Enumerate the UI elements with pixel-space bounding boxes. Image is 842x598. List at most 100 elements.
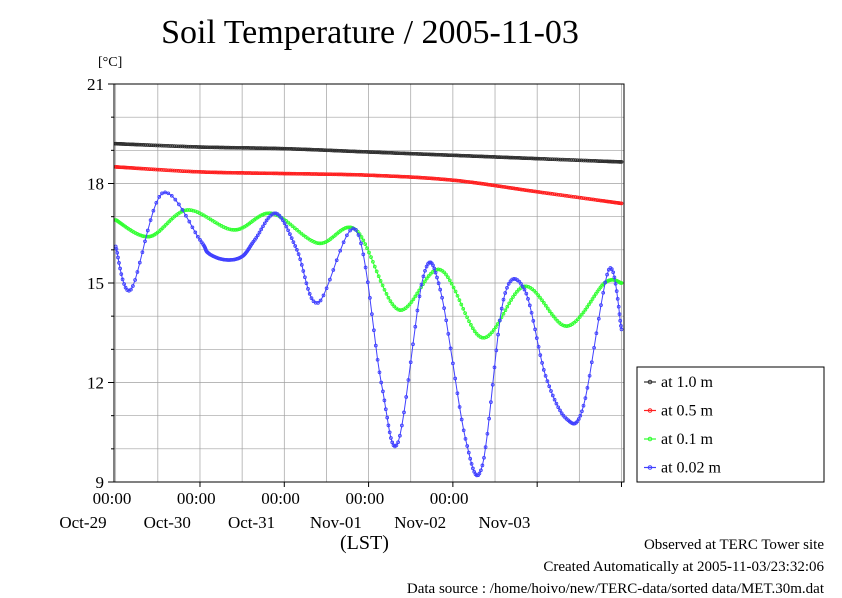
data-point: [176, 169, 181, 173]
data-point: [219, 145, 224, 150]
data-point: [548, 157, 553, 162]
data-point: [296, 147, 301, 151]
data-point: [312, 147, 317, 152]
data-point: [393, 174, 398, 179]
data-point: [501, 311, 506, 316]
data-point: [526, 188, 531, 193]
data-point: [149, 143, 154, 148]
data-point: [386, 174, 391, 178]
data-point: [273, 146, 278, 151]
data-point: [327, 148, 331, 153]
data-point: [345, 225, 350, 230]
data-point: [166, 144, 170, 148]
data-point: [196, 169, 201, 174]
data-point: [346, 172, 351, 177]
data-point: [116, 255, 120, 260]
data-point: [147, 167, 152, 171]
data-point: [388, 150, 392, 155]
data-point: [284, 171, 288, 176]
data-point: [433, 176, 437, 181]
data-point: [423, 279, 427, 284]
data-point: [290, 224, 295, 229]
data-point: [284, 146, 288, 151]
data-point: [382, 174, 387, 178]
data-point: [493, 325, 498, 329]
data-point: [585, 386, 590, 390]
data-point: [463, 179, 468, 184]
data-point: [533, 327, 537, 332]
data-point: [339, 172, 344, 177]
data-point: [329, 172, 333, 177]
data-point: [431, 152, 435, 157]
data-point: [313, 300, 318, 305]
data-point: [259, 227, 264, 232]
data-point: [597, 198, 601, 203]
data-point: [497, 155, 502, 159]
data-point: [424, 152, 428, 157]
data-point: [145, 143, 150, 147]
data-point: [395, 174, 400, 179]
data-point: [573, 158, 578, 162]
data-point: [123, 285, 128, 290]
data-point: [318, 172, 323, 176]
data-point: [155, 143, 160, 148]
data-point: [434, 152, 439, 157]
data-point: [447, 153, 452, 158]
data-point: [282, 221, 287, 226]
data-point: [569, 194, 574, 199]
data-point: [479, 154, 484, 159]
data-point: [235, 227, 240, 232]
data-point: [474, 331, 479, 336]
x-tick-date-label: Nov-01: [310, 513, 362, 532]
data-point: [336, 148, 340, 153]
data-point: [458, 153, 462, 158]
data-point: [612, 275, 617, 280]
data-point: [609, 267, 614, 271]
data-point: [469, 323, 473, 327]
data-point: [479, 181, 484, 186]
data-point: [350, 172, 355, 177]
data-point: [485, 182, 489, 187]
data-point: [336, 172, 340, 177]
data-point: [425, 152, 430, 157]
data-point: [365, 246, 369, 251]
data-point: [352, 172, 357, 177]
data-point: [373, 150, 378, 155]
data-point: [309, 147, 314, 152]
data-point: [372, 173, 376, 178]
data-point: [461, 428, 466, 433]
data-point: [298, 147, 303, 152]
data-point: [461, 179, 466, 184]
data-point: [456, 153, 461, 158]
data-point: [235, 145, 240, 150]
data-point: [185, 208, 190, 212]
data-point: [552, 397, 557, 402]
data-point: [284, 224, 289, 229]
data-point: [301, 269, 306, 273]
data-point: [291, 171, 296, 176]
data-point: [533, 189, 538, 194]
data-point: [495, 184, 500, 188]
data-point: [459, 153, 464, 158]
data-point: [515, 155, 520, 160]
data-point: [281, 218, 285, 223]
data-point: [399, 151, 403, 156]
data-point: [485, 154, 489, 159]
data-point: [416, 152, 421, 156]
data-point: [382, 287, 387, 292]
data-point: [184, 144, 189, 149]
data-point: [581, 403, 586, 408]
y-tick-label: 21: [87, 75, 104, 94]
data-point: [553, 316, 558, 321]
data-point: [216, 170, 220, 175]
series-layer: [113, 141, 624, 478]
data-point: [363, 173, 367, 177]
data-point: [589, 158, 594, 163]
data-point: [457, 405, 462, 409]
data-point: [597, 159, 601, 163]
data-point: [184, 169, 189, 174]
data-point: [482, 455, 486, 460]
data-point: [424, 176, 428, 180]
data-point: [364, 173, 369, 177]
data-point: [496, 332, 500, 337]
